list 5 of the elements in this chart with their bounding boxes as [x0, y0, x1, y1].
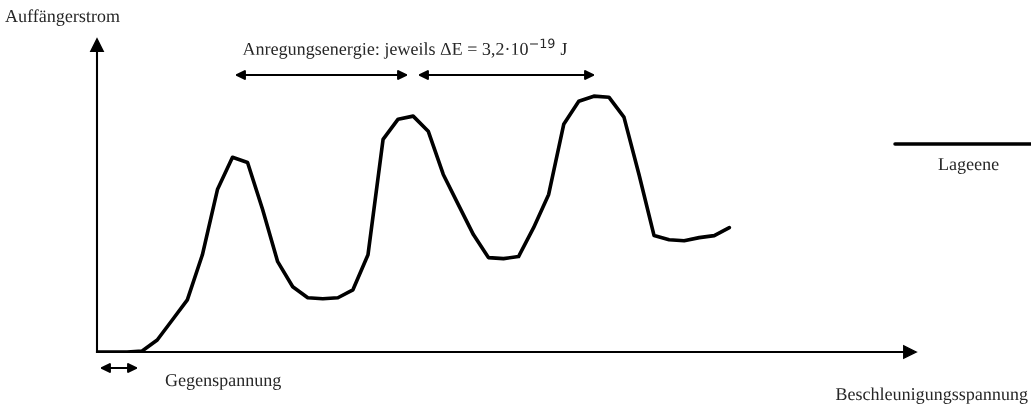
- x-axis-title: Beschleunigungsspannung: [835, 387, 1028, 404]
- text: Gegenspannung: [165, 374, 281, 390]
- y-axis-title: Auffängerstrom: [5, 9, 120, 26]
- text: Anregungsenergie: jeweils ΔE = 3,2·10$^{−19}$ J: [242, 38, 568, 59]
- text: Lageene: [938, 158, 999, 174]
